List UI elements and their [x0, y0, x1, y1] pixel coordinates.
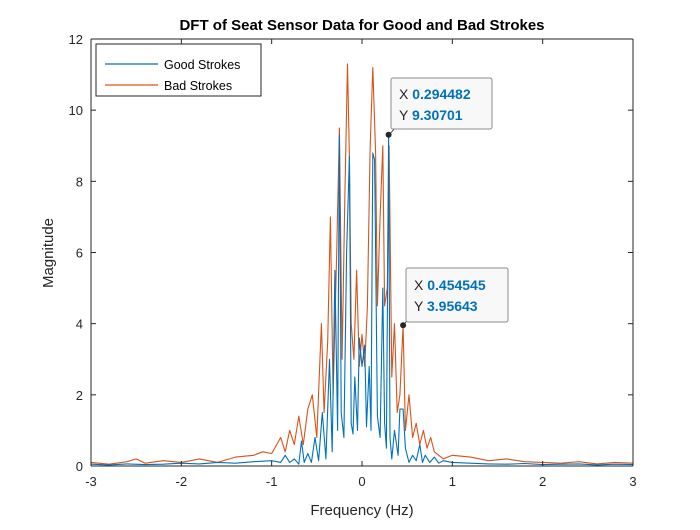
datatip-1-x-value: 0.294482: [412, 86, 471, 102]
x-tick-label-4: 1: [449, 474, 456, 489]
y-tick-label-0: 0: [76, 459, 83, 474]
y-tick-label-3: 6: [76, 246, 83, 261]
series-line-bad-strokes: [90, 63, 634, 465]
y-axis-label: Magnitude: [40, 218, 57, 288]
y-tick-label-5: 10: [69, 103, 83, 118]
plot-area: [91, 39, 633, 466]
datatip-2[interactable]: X 0.454545 Y 3.95643: [400, 267, 509, 329]
datatip-1-y-value: 9.30701: [412, 107, 463, 123]
datatip-1[interactable]: X 0.294482 Y 9.30701: [385, 77, 493, 138]
datatip-2-y-value: 3.95643: [427, 298, 478, 314]
y-tick-label-4: 8: [76, 174, 83, 189]
x-tick-label-3: 0: [358, 474, 365, 489]
datatip-2-x-prefix: X: [414, 277, 424, 293]
datatip-1-x-row: X 0.294482: [399, 86, 471, 102]
x-tick-label-1: -2: [176, 474, 188, 489]
y-tick-label-1: 2: [76, 388, 83, 403]
legend: Good Strokes Bad Strokes: [95, 43, 262, 97]
chart-title: DFT of Seat Sensor Data for Good and Bad…: [179, 17, 544, 34]
legend-label-good-strokes: Good Strokes: [164, 58, 240, 72]
x-tick-label-6: 3: [629, 474, 636, 489]
x-tick-label-2: -1: [266, 474, 278, 489]
datatip-2-y-prefix: Y: [414, 298, 424, 314]
series-line-good-strokes: [90, 134, 634, 466]
legend-label-bad-strokes: Bad Strokes: [164, 79, 232, 93]
legend-box: [95, 43, 262, 97]
datatip-2-y-row: Y 3.95643: [414, 298, 478, 314]
datatip-2-x-value: 0.454545: [427, 277, 486, 293]
datatip-2-x-row: X 0.454545: [414, 277, 486, 293]
x-tick-label-0: -3: [85, 474, 97, 489]
datatip-2-box: [405, 267, 509, 323]
x-tick-label-5: 2: [539, 474, 546, 489]
y-tick-label-6: 12: [69, 32, 83, 47]
datatip-1-y-prefix: Y: [399, 107, 409, 123]
datatip-1-marker[interactable]: [385, 131, 392, 138]
datatip-1-box: [390, 77, 493, 130]
y-tick-label-2: 4: [76, 317, 83, 332]
datatip-1-x-prefix: X: [399, 86, 409, 102]
x-axis-label: Frequency (Hz): [310, 502, 413, 519]
datatip-2-marker[interactable]: [400, 322, 407, 329]
series-layer: [90, 63, 634, 466]
datatip-1-y-row: Y 9.30701: [399, 107, 463, 123]
